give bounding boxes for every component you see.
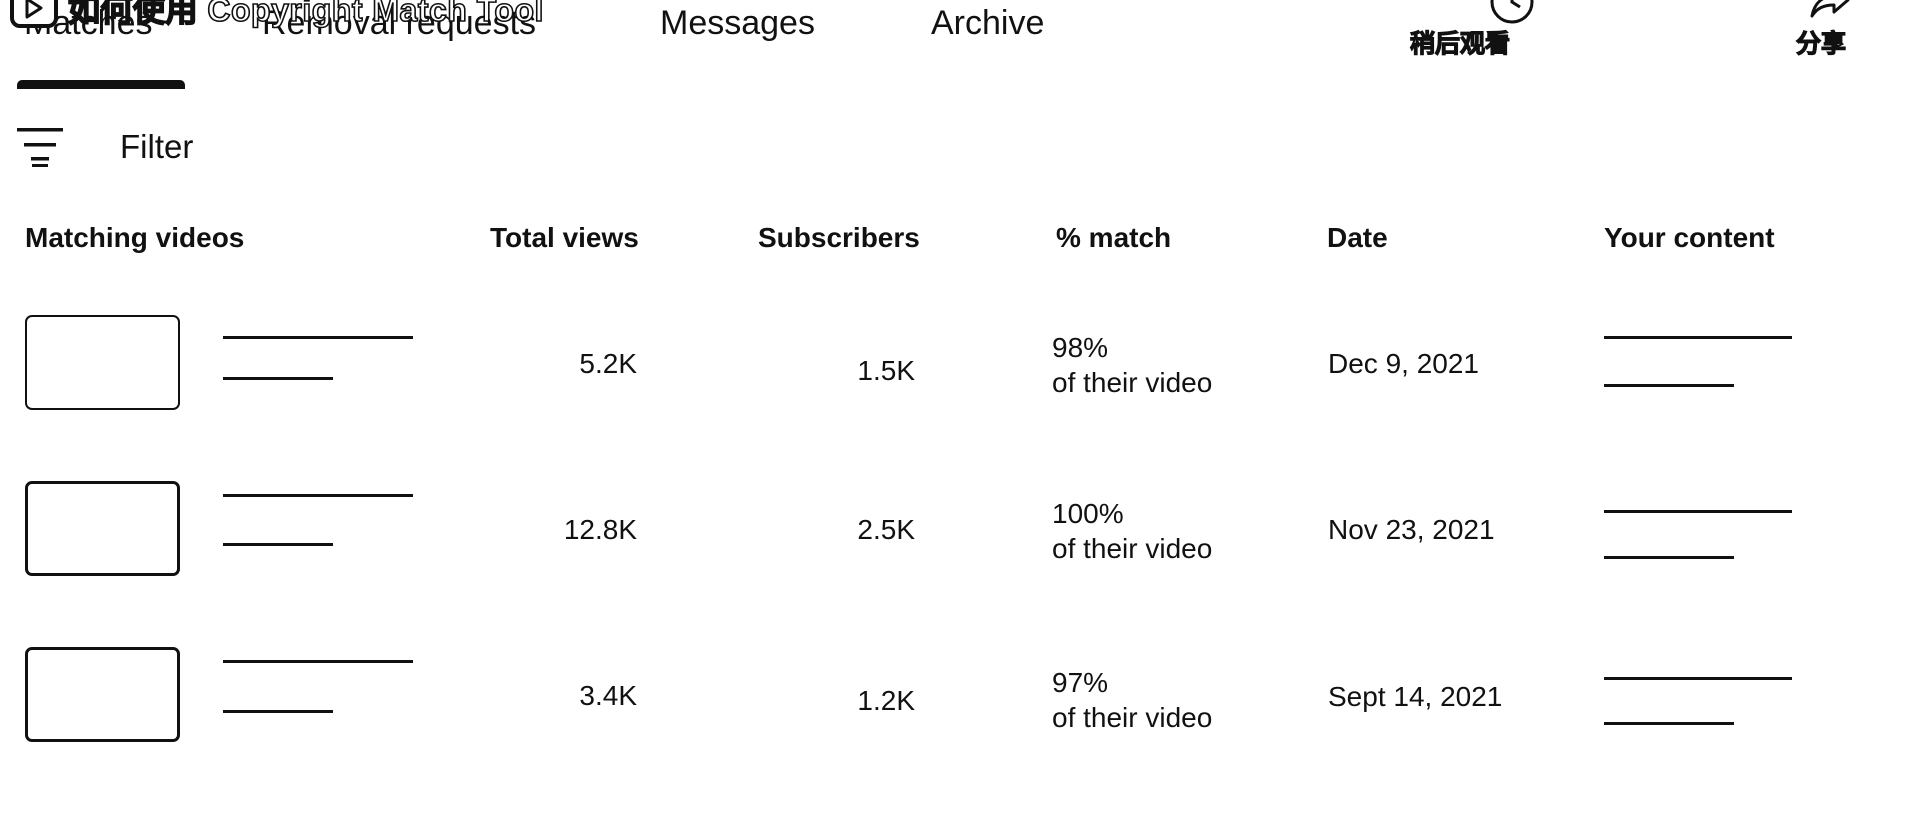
table-row[interactable]: 5.2K 1.5K 98% of their video Dec 9, 2021	[0, 300, 1920, 450]
video-thumbnail[interactable]	[25, 647, 180, 742]
video-title-overlay[interactable]: 如何使用 Copyright Match Tool	[10, 0, 544, 30]
channel-name-placeholder[interactable]	[223, 377, 333, 380]
total-views-value: 12.8K	[563, 514, 637, 545]
your-content-subtitle-placeholder[interactable]	[1604, 556, 1734, 559]
channel-name-placeholder[interactable]	[223, 543, 333, 546]
tab-removal-requests[interactable]: Removal requests	[262, 4, 537, 42]
clock-icon	[1490, 0, 1534, 24]
match-percent: 97%	[1052, 667, 1109, 698]
your-content-title-placeholder[interactable]	[1604, 336, 1792, 339]
total-views-value: 5.2K	[579, 348, 637, 379]
video-title: 如何使用 Copyright Match Tool	[67, 0, 544, 29]
tab-bar: Matches Removal requests Messages Archiv…	[0, 0, 1400, 90]
video-title-placeholder[interactable]	[223, 336, 413, 339]
your-content-subtitle-placeholder[interactable]	[1604, 384, 1734, 387]
selected-tab-indicator	[17, 80, 185, 89]
watch-later-label: 稍后观看	[1409, 29, 1511, 58]
your-content-title-placeholder[interactable]	[1604, 677, 1792, 680]
header-match[interactable]: % match	[1056, 222, 1172, 253]
table-row[interactable]: 3.4K 1.2K 97% of their video Sept 14, 20…	[0, 632, 1920, 782]
match-percent: 98%	[1052, 332, 1109, 363]
header-total-views[interactable]: Total views	[490, 222, 639, 253]
your-content-subtitle-placeholder[interactable]	[1604, 722, 1734, 725]
header-your-content[interactable]: Your content	[1604, 222, 1775, 253]
tab-messages[interactable]: Messages	[660, 4, 815, 42]
header-matching-videos[interactable]: Matching videos	[25, 222, 245, 253]
share-icon	[1810, 0, 1850, 18]
match-note: of their video	[1052, 702, 1213, 733]
filter-icon	[17, 128, 63, 167]
match-cell: 100% of their video	[1052, 496, 1212, 566]
share-label: 分享	[1795, 29, 1847, 58]
total-views-value: 3.4K	[579, 680, 637, 711]
date-value: Nov 23, 2021	[1328, 514, 1495, 545]
match-cell: 98% of their video	[1052, 330, 1212, 400]
header-date[interactable]: Date	[1327, 222, 1388, 253]
subscribers-value: 2.5K	[857, 514, 915, 545]
tab-archive[interactable]: Archive	[931, 4, 1045, 42]
play-icon	[10, 0, 58, 28]
table-row[interactable]: 12.8K 2.5K 100% of their video Nov 23, 2…	[0, 466, 1920, 616]
match-cell: 97% of their video	[1052, 665, 1212, 735]
video-overlay-actions: 稍后观看 分享	[1409, 0, 1920, 64]
video-title-placeholder[interactable]	[223, 494, 413, 497]
filter-label: Filter	[120, 128, 194, 165]
date-value: Dec 9, 2021	[1328, 348, 1479, 379]
match-percent: 100%	[1052, 498, 1124, 529]
video-thumbnail[interactable]	[25, 481, 180, 576]
video-thumbnail[interactable]	[25, 315, 180, 410]
match-note: of their video	[1052, 367, 1213, 398]
date-value: Sept 14, 2021	[1328, 681, 1503, 712]
match-note: of their video	[1052, 533, 1213, 564]
video-title-placeholder[interactable]	[223, 660, 413, 663]
your-content-title-placeholder[interactable]	[1604, 510, 1792, 513]
channel-name-placeholder[interactable]	[223, 710, 333, 713]
filter-button[interactable]: Filter	[16, 122, 193, 172]
subscribers-value: 1.2K	[857, 685, 915, 716]
subscribers-value: 1.5K	[857, 355, 915, 386]
header-subscribers[interactable]: Subscribers	[758, 222, 920, 253]
